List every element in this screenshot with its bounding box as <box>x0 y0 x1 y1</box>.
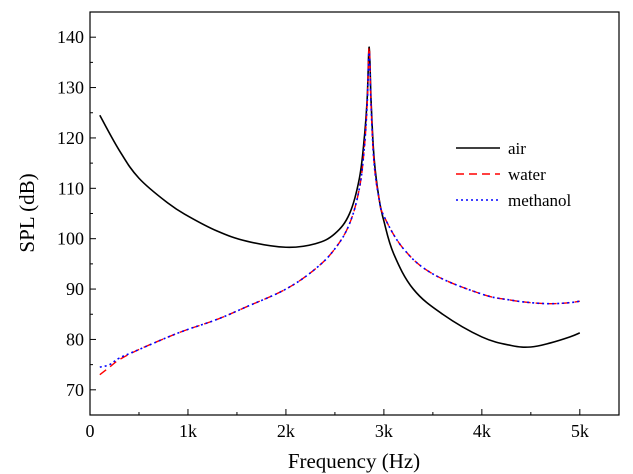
y-tick-label: 70 <box>66 380 84 400</box>
x-tick-label: 0 <box>86 421 95 441</box>
axis-ticks: 0 1k 2k 3k 4k 5k 70 80 90 100 110 120 130 140 <box>57 27 589 441</box>
x-tick-label: 4k <box>473 421 491 441</box>
series-line-methanol <box>99 51 580 368</box>
x-tick-label: 5k <box>571 421 589 441</box>
y-tick-label: 90 <box>66 279 84 299</box>
x-tick-label: 1k <box>179 421 197 441</box>
y-tick-label: 130 <box>57 78 84 98</box>
y-axis-label: SPL (dB) <box>15 173 39 252</box>
x-tick-label: 3k <box>375 421 393 441</box>
y-tick-label: 120 <box>57 128 84 148</box>
plot-frame <box>89 11 620 416</box>
y-tick-label: 100 <box>57 229 84 249</box>
legend: air water methanol <box>456 139 572 210</box>
legend-label-methanol: methanol <box>508 191 572 210</box>
y-tick-label: 80 <box>66 329 84 349</box>
y-tick-label: 110 <box>58 178 84 198</box>
y-tick-label: 140 <box>57 27 84 47</box>
legend-label-air: air <box>508 139 526 158</box>
x-axis-label: Frequency (Hz) <box>288 449 420 473</box>
series-layer <box>99 46 581 376</box>
legend-label-water: water <box>508 165 546 184</box>
x-tick-label: 2k <box>277 421 295 441</box>
